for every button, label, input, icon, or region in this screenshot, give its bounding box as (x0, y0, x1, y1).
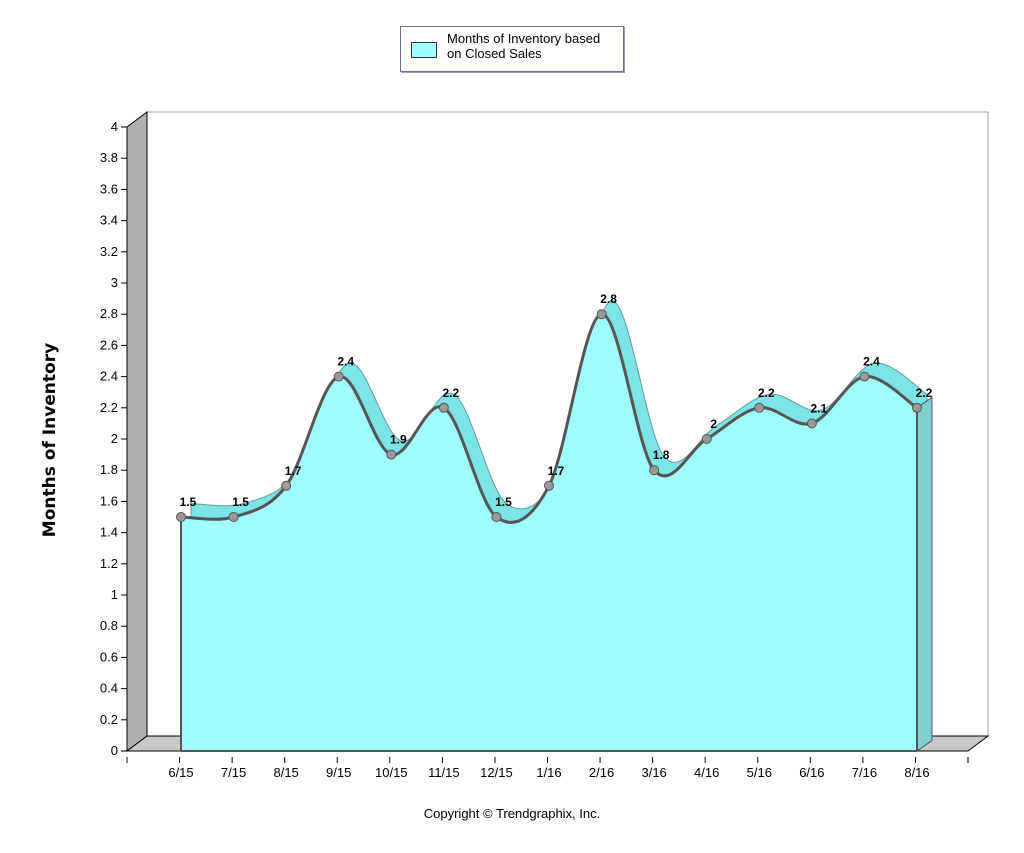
x-tick-label: 9/15 (326, 765, 351, 780)
area-series-fill (181, 314, 917, 751)
data-label: 2.2 (758, 386, 775, 400)
legend-swatch (411, 42, 437, 58)
y-axis-title: Months of Inventory (40, 343, 60, 537)
x-tick-label: 7/16 (852, 765, 877, 780)
x-tick-label: 5/16 (747, 765, 772, 780)
y-tick-label: 0.4 (100, 681, 118, 696)
y-tick-label: 3.4 (100, 213, 118, 228)
legend-label: Months of Inventory based on Closed Sale… (447, 31, 601, 61)
x-tick-label: 6/16 (799, 765, 824, 780)
y-tick-label: 3 (111, 275, 118, 290)
data-label: 1.5 (495, 495, 512, 509)
data-point (806, 418, 817, 429)
data-label: 2.4 (863, 355, 880, 369)
data-label: 1.8 (653, 448, 670, 462)
data-point (912, 402, 922, 413)
data-label: 2.1 (811, 401, 828, 415)
x-tick-label: 11/15 (428, 765, 460, 780)
data-point (544, 480, 554, 491)
data-point (438, 402, 449, 413)
x-tick-label: 8/15 (273, 765, 298, 780)
y-tick-label: 1.2 (100, 556, 118, 571)
x-tick-label: 7/15 (221, 765, 246, 780)
y-tick-label: 1 (111, 587, 118, 602)
data-point (228, 512, 239, 522)
data-point (491, 512, 502, 522)
data-point (281, 480, 292, 491)
copyright-text: Copyright © Trendgraphix, Inc. (423, 806, 601, 821)
x-tick-label: 3/16 (641, 765, 666, 780)
y-tick-label: 3.8 (100, 150, 118, 165)
y-tick-label: 2.8 (100, 306, 118, 321)
data-label: 1.7 (285, 464, 302, 478)
area-end-face (916, 396, 933, 752)
data-label: 2.2 (443, 386, 460, 400)
y-tick-label: 1.4 (100, 525, 118, 540)
chart-legend: Months of Inventory based on Closed Sale… (400, 26, 624, 72)
data-point (859, 371, 870, 382)
y-tick-label: 2 (111, 431, 118, 446)
data-point (754, 402, 765, 413)
x-tick-label: 4/16 (694, 765, 719, 780)
x-tick-label: 1/16 (536, 765, 561, 780)
data-point (333, 371, 344, 382)
y-tick-label: 2.4 (100, 369, 118, 384)
x-tick-label: 2/16 (589, 765, 614, 780)
x-tick-label: 6/15 (168, 765, 193, 780)
data-label: 2.8 (600, 292, 617, 306)
data-label: 2 (710, 417, 717, 431)
y-tick-label: 4 (111, 119, 118, 134)
chart-side-wall (126, 111, 148, 752)
y-tick-label: 1.6 (100, 493, 118, 508)
data-point (701, 434, 712, 444)
data-point (649, 465, 660, 476)
data-point (386, 449, 397, 460)
y-tick-label: 2.2 (100, 400, 118, 415)
x-tick-label: 10/15 (375, 765, 408, 780)
y-tick-label: 2.6 (100, 337, 118, 352)
y-tick-label: 3.2 (100, 244, 118, 259)
data-label: 1.5 (180, 495, 197, 509)
data-label: 2.4 (337, 355, 354, 369)
x-tick-label: 12/15 (480, 765, 513, 780)
y-tick-label: 3.6 (100, 181, 118, 196)
y-tick-label: 1.8 (100, 462, 118, 477)
data-label: 1.9 (390, 433, 407, 447)
y-tick-label: 0.8 (100, 618, 118, 633)
data-point (176, 512, 186, 522)
y-tick-label: 0.6 (100, 649, 118, 664)
data-label: 1.5 (232, 495, 249, 509)
data-point (596, 309, 607, 320)
data-label: 1.7 (548, 464, 565, 478)
x-tick-label: 8/16 (904, 765, 929, 780)
y-tick-label: 0.2 (100, 712, 118, 727)
data-label: 2.2 (916, 386, 933, 400)
y-tick-label: 0 (111, 743, 118, 758)
